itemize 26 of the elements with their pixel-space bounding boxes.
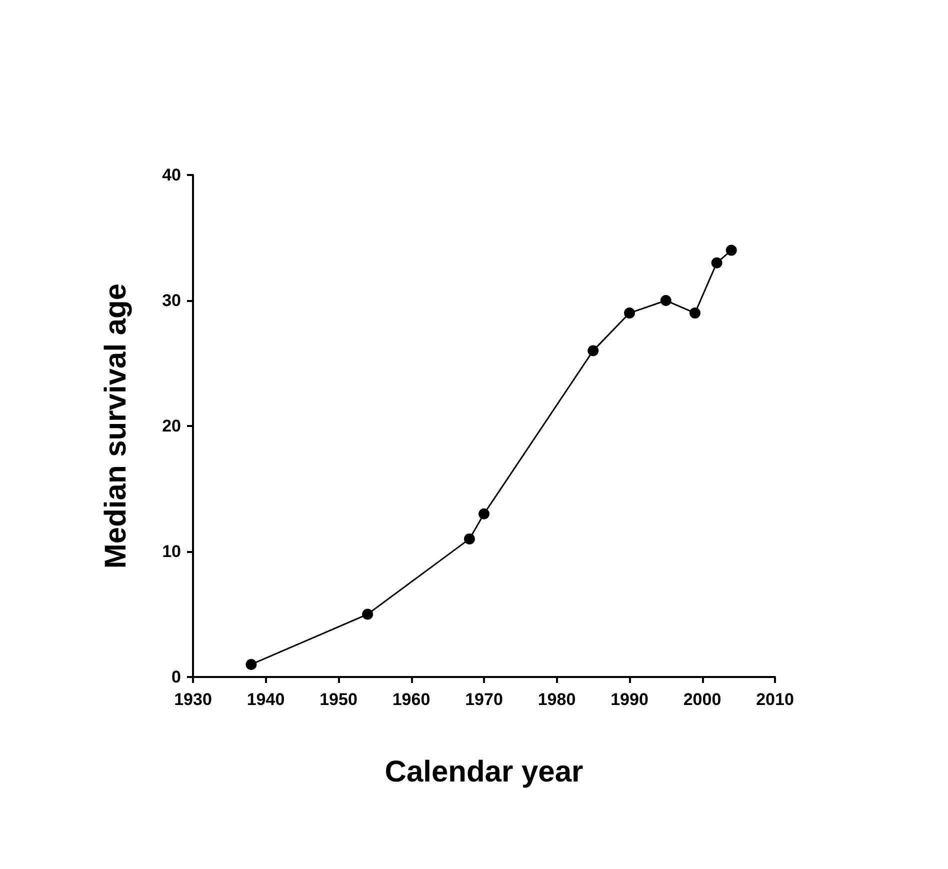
point (689, 308, 700, 319)
point (362, 608, 374, 620)
y-axis-title: Median survival age (100, 283, 132, 569)
point (624, 308, 635, 319)
point (660, 295, 672, 306)
y-tick-label: 20 (162, 416, 181, 436)
point (726, 244, 737, 256)
x-tick-label: 1940 (246, 690, 285, 709)
point (588, 345, 599, 356)
x-tick-label: 1990 (610, 690, 648, 709)
y-tick-label: 40 (162, 166, 181, 184)
x-tick-label: 1980 (538, 690, 576, 709)
point (711, 257, 722, 268)
x-tick-label: 1950 (320, 690, 358, 709)
y-tick-label: 0 (172, 668, 181, 686)
y-tick-label: 10 (162, 542, 181, 561)
x-axis-title: Calendar year (384, 756, 584, 788)
x-tick-label: 2010 (756, 690, 794, 709)
x-tick-label: 2000 (683, 690, 722, 709)
point (246, 658, 257, 670)
point (478, 508, 490, 520)
x-tick-label: 1930 (174, 690, 212, 709)
x-tick-label: 1970 (465, 690, 503, 709)
x-tick-label: 1960 (392, 690, 430, 709)
y-tick-label: 30 (162, 291, 181, 310)
point (464, 533, 475, 544)
